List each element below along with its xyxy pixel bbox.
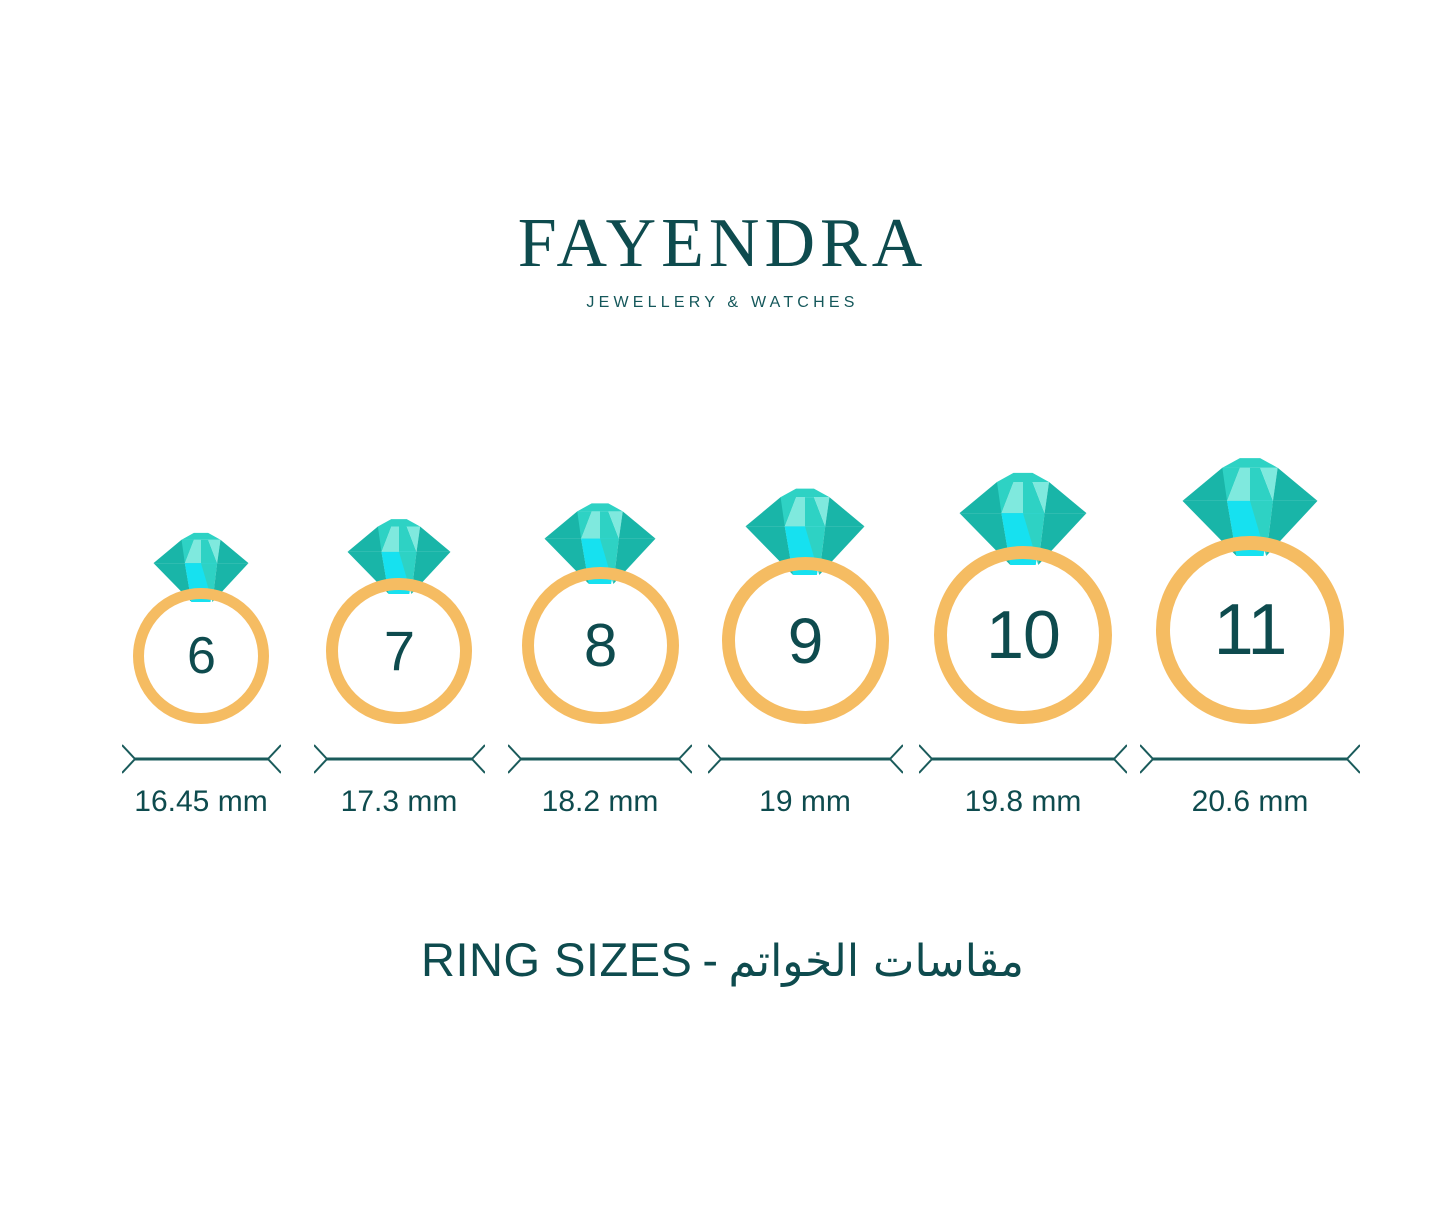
chart-title-arabic: مقاسات الخواتم (728, 936, 1024, 987)
chart-title-english: RING SIZES (421, 933, 693, 986)
ring-illustration-9: 9 (721, 485, 889, 724)
ring-measurement-11: 20.6 mm (1191, 785, 1309, 818)
dimension-arrow-7 (313, 744, 485, 774)
dimension-arrow-6 (121, 744, 281, 774)
ring-illustration-10: 10 (934, 469, 1112, 724)
ring-measurement-10: 19.8 mm (964, 785, 1082, 818)
ring-size-number-9: 9 (787, 604, 824, 677)
ring-size-number-6: 6 (187, 627, 216, 685)
brand-logo: FAYENDRA JEWELLERY & WATCHES (0, 206, 1445, 313)
chart-title: RING SIZES - مقاسات الخواتم (0, 930, 1445, 992)
dimension-indicator-9 (707, 742, 903, 776)
dimension-indicator-6 (121, 742, 281, 776)
ring-illustration-11: 11 (1156, 454, 1344, 724)
ring-band-7: 7 (326, 578, 472, 724)
ring-measurement-6: 16.45 mm (134, 785, 268, 818)
ring-size-item-10[interactable]: 10 19.8 mm (919, 469, 1127, 820)
ring-size-item-6[interactable]: 6 16.45 mm (121, 530, 281, 820)
ring-size-number-7: 7 (383, 619, 415, 682)
ring-size-number-11: 11 (1213, 590, 1288, 670)
ring-size-row: 6 16.45 mm (0, 440, 1445, 820)
dimension-arrow-8 (508, 744, 692, 774)
chart-title-separator: - (702, 933, 719, 986)
ring-size-item-8[interactable]: 8 18.2 mm (508, 500, 692, 820)
dimension-indicator-7 (313, 742, 485, 776)
ring-measurement-9: 19 mm (759, 785, 851, 818)
ring-measurement-7: 17.3 mm (340, 785, 458, 818)
ring-size-number-8: 8 (583, 611, 617, 679)
ring-illustration-7: 7 (326, 516, 472, 724)
ring-size-number-10: 10 (986, 597, 1061, 673)
ring-band-6: 6 (133, 588, 269, 724)
dimension-arrow-10 (919, 744, 1127, 774)
dimension-indicator-10 (919, 742, 1127, 776)
ring-measurement-8: 18.2 mm (541, 785, 659, 818)
ring-band-8: 8 (521, 567, 679, 724)
ring-size-item-11[interactable]: 11 20.6 mm (1140, 454, 1360, 820)
dimension-indicator-11 (1140, 742, 1360, 776)
ring-band-9: 9 (721, 557, 889, 724)
brand-tagline: JEWELLERY & WATCHES (586, 294, 859, 311)
ring-illustration-8: 8 (521, 500, 679, 724)
ring-illustration-6: 6 (133, 530, 269, 724)
dimension-arrow-9 (707, 744, 903, 774)
dimension-indicator-8 (508, 742, 692, 776)
dimension-arrow-11 (1140, 744, 1360, 774)
ring-size-item-9[interactable]: 9 19 mm (707, 485, 903, 820)
ring-band-10: 10 (934, 546, 1112, 724)
brand-name: FAYENDRA (517, 205, 928, 282)
ring-band-11: 11 (1156, 536, 1344, 724)
ring-size-item-7[interactable]: 7 17.3 mm (313, 516, 485, 820)
